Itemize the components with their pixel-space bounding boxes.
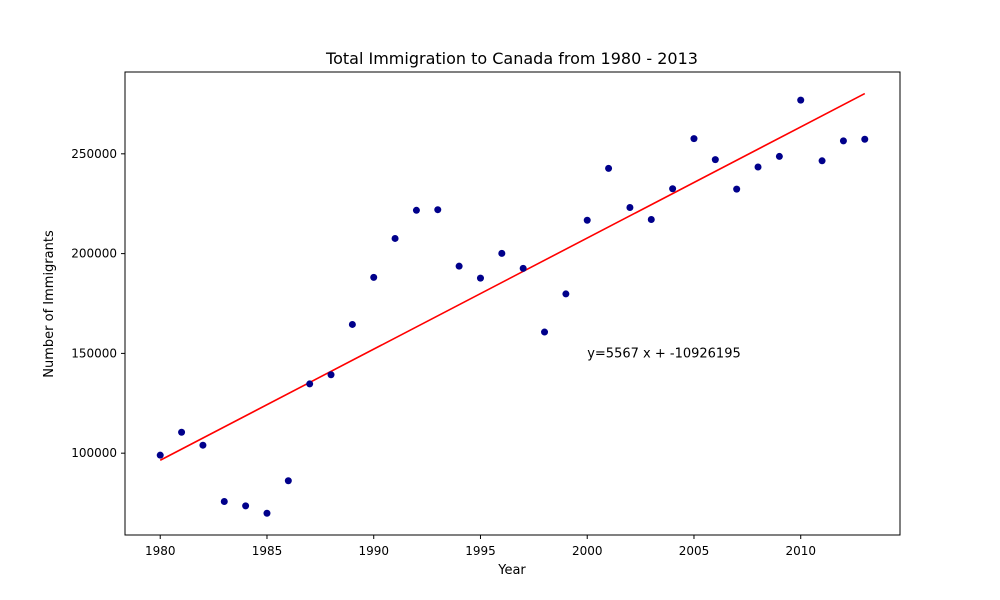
data-point xyxy=(178,428,186,436)
data-point xyxy=(711,156,719,164)
data-point xyxy=(284,477,292,485)
data-point xyxy=(306,380,314,388)
x-tick-label: 2005 xyxy=(679,544,710,558)
data-point xyxy=(541,328,549,336)
data-point xyxy=(861,135,869,143)
y-tick-label: 100000 xyxy=(71,446,117,460)
data-point xyxy=(839,137,847,145)
data-point xyxy=(156,451,164,459)
data-point xyxy=(583,216,591,224)
data-point xyxy=(476,274,484,282)
data-point xyxy=(455,262,463,270)
data-point xyxy=(733,185,741,193)
y-tick-label: 250000 xyxy=(71,147,117,161)
data-point xyxy=(434,206,442,214)
equation-annotation: y=5567 x + -10926195 xyxy=(587,346,741,361)
data-point xyxy=(669,185,677,193)
x-tick-label: 1990 xyxy=(358,544,389,558)
data-point xyxy=(818,157,826,165)
x-tick-label: 1980 xyxy=(145,544,176,558)
data-point xyxy=(754,163,762,171)
x-tick-label: 1985 xyxy=(252,544,283,558)
data-point xyxy=(498,249,506,257)
y-tick-label: 200000 xyxy=(71,247,117,261)
scatter-points xyxy=(156,96,869,517)
y-tick-label: 150000 xyxy=(71,346,117,360)
data-point xyxy=(242,502,250,510)
data-point xyxy=(263,509,271,517)
data-point xyxy=(626,204,634,212)
data-point xyxy=(370,273,378,281)
data-point xyxy=(562,290,570,298)
data-point xyxy=(391,234,399,242)
plot-area: 1980 1985 1990 1995 2000 2005 2010 100000 150000… xyxy=(71,71,901,558)
data-point xyxy=(348,320,356,328)
x-axis-label: Year xyxy=(497,563,526,578)
x-tick-label: 2010 xyxy=(785,544,816,558)
data-point xyxy=(690,135,698,143)
data-point xyxy=(775,152,783,160)
x-tick-label: 2000 xyxy=(572,544,603,558)
data-point xyxy=(647,215,655,223)
data-point xyxy=(797,96,805,104)
data-point xyxy=(220,497,228,505)
data-point xyxy=(327,371,335,379)
axis-ticks: 1980 1985 1990 1995 2000 2005 2010 100000 150000… xyxy=(71,147,816,558)
data-point xyxy=(519,264,527,272)
chart-title: Total Immigration to Canada from 1980 - … xyxy=(325,49,698,68)
data-point xyxy=(412,206,420,214)
data-point xyxy=(199,441,207,449)
data-point xyxy=(605,164,613,172)
x-tick-label: 1995 xyxy=(465,544,496,558)
axes-frame xyxy=(124,71,901,536)
regression-line xyxy=(159,92,866,461)
y-axis-label: Number of Immigrants xyxy=(42,230,57,378)
